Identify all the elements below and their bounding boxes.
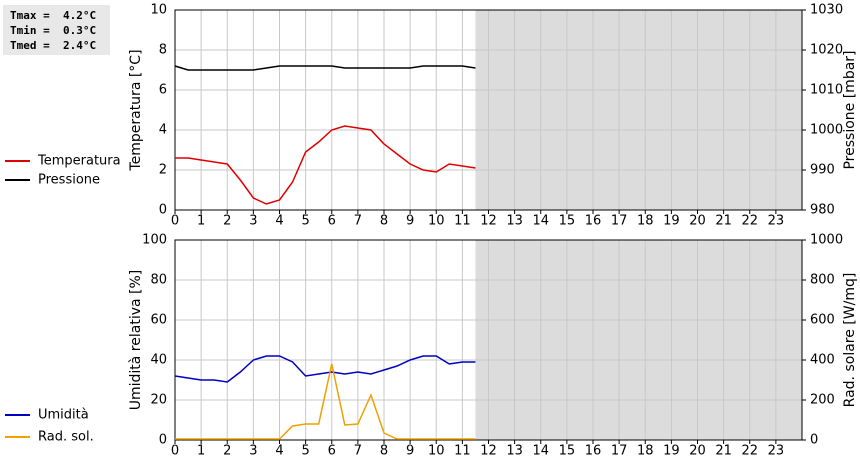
- y2-tick-label: 1010: [810, 83, 843, 98]
- x-tick-label: 20: [689, 214, 706, 229]
- x-tick-label: 23: [768, 444, 785, 459]
- legend-label: Umidità: [38, 408, 89, 423]
- y2-axis-label: Rad. solare [W/mq]: [842, 273, 858, 408]
- x-tick-label: 0: [171, 444, 179, 459]
- plot-frame: [174, 9, 803, 211]
- y-tick-label: 60: [150, 313, 167, 328]
- x-tick-label: 17: [611, 444, 628, 459]
- y-tick-label: 100: [142, 233, 167, 248]
- y-tick-label: 0: [159, 433, 167, 448]
- y-tick-label: 6: [159, 83, 167, 98]
- data-line: [175, 363, 476, 440]
- y2-tick-label: 990: [810, 163, 835, 178]
- y-tick-label: 4: [159, 123, 167, 138]
- x-tick-label: 8: [380, 214, 388, 229]
- y-tick-label: 20: [150, 393, 167, 408]
- y-tick-label: 80: [150, 273, 167, 288]
- x-tick-label: 10: [428, 444, 445, 459]
- x-tick-label: 11: [454, 444, 471, 459]
- x-tick-label: 6: [328, 444, 336, 459]
- x-tick-label: 1: [197, 444, 205, 459]
- x-tick-label: 10: [428, 214, 445, 229]
- data-line: [175, 125, 476, 205]
- legend-label: Pressione: [38, 173, 100, 188]
- x-tick-label: 15: [559, 214, 576, 229]
- y2-tick-label: 200: [810, 393, 835, 408]
- y2-tick-label: 1020: [810, 43, 843, 58]
- y2-tick-label: 400: [810, 353, 835, 368]
- x-tick-label: 7: [354, 214, 362, 229]
- plot-frame: [174, 239, 803, 441]
- y2-tick-label: 1030: [810, 3, 843, 18]
- x-tick-label: 3: [249, 214, 257, 229]
- x-tick-label: 13: [506, 444, 523, 459]
- x-tick-label: 11: [454, 214, 471, 229]
- y2-tick-label: 600: [810, 313, 835, 328]
- x-tick-label: 12: [480, 444, 497, 459]
- legend-label: Rad. sol.: [38, 430, 94, 445]
- x-tick-label: 19: [663, 214, 680, 229]
- x-tick-label: 15: [559, 444, 576, 459]
- x-tick-label: 14: [532, 214, 549, 229]
- x-tick-label: 4: [275, 444, 283, 459]
- x-tick-label: 22: [741, 444, 758, 459]
- y-tick-label: 2: [159, 163, 167, 178]
- x-tick-label: 14: [532, 444, 549, 459]
- legend-label: Temperatura: [37, 154, 121, 169]
- x-tick-label: 7: [354, 444, 362, 459]
- x-tick-label: 16: [585, 214, 602, 229]
- no-data-region: [475, 10, 802, 210]
- x-tick-label: 9: [406, 444, 414, 459]
- x-tick-label: 4: [275, 214, 283, 229]
- x-tick-label: 3: [249, 444, 257, 459]
- y-tick-label: 40: [150, 353, 167, 368]
- y2-tick-label: 0: [810, 433, 818, 448]
- x-tick-label: 6: [328, 214, 336, 229]
- x-tick-label: 19: [663, 444, 680, 459]
- y2-axis-label: Pressione [mbar]: [842, 50, 858, 169]
- y-tick-label: 8: [159, 43, 167, 58]
- y-tick-label: 0: [159, 203, 167, 218]
- x-tick-label: 0: [171, 214, 179, 229]
- x-tick-label: 22: [741, 214, 758, 229]
- x-tick-label: 13: [506, 214, 523, 229]
- y2-tick-label: 980: [810, 203, 835, 218]
- y-tick-label: 10: [150, 3, 167, 18]
- y-axis-label: Umidità relativa [%]: [128, 270, 144, 411]
- data-line: [174, 355, 476, 383]
- x-tick-label: 5: [301, 214, 309, 229]
- x-tick-label: 1: [197, 214, 205, 229]
- x-tick-label: 21: [715, 214, 732, 229]
- stat-text: Tmin = 0.3°C: [10, 24, 96, 37]
- y-axis-label: Temperatura [°C]: [128, 49, 144, 171]
- x-tick-label: 9: [406, 214, 414, 229]
- stat-text: Tmed = 2.4°C: [10, 39, 96, 52]
- x-tick-label: 2: [223, 444, 231, 459]
- x-tick-label: 18: [637, 444, 654, 459]
- x-tick-label: 16: [585, 444, 602, 459]
- data-line: [174, 65, 476, 71]
- y2-tick-label: 800: [810, 273, 835, 288]
- x-tick-label: 17: [611, 214, 628, 229]
- no-data-region: [475, 240, 802, 440]
- y2-tick-label: 1000: [810, 123, 843, 138]
- y2-tick-label: 1000: [810, 233, 843, 248]
- x-tick-label: 18: [637, 214, 654, 229]
- x-tick-label: 23: [768, 214, 785, 229]
- stats-box: [3, 5, 110, 55]
- x-tick-label: 21: [715, 444, 732, 459]
- x-tick-label: 8: [380, 444, 388, 459]
- x-tick-label: 5: [301, 444, 309, 459]
- x-tick-label: 2: [223, 214, 231, 229]
- x-tick-label: 20: [689, 444, 706, 459]
- stat-text: Tmax = 4.2°C: [10, 9, 96, 22]
- x-tick-label: 12: [480, 214, 497, 229]
